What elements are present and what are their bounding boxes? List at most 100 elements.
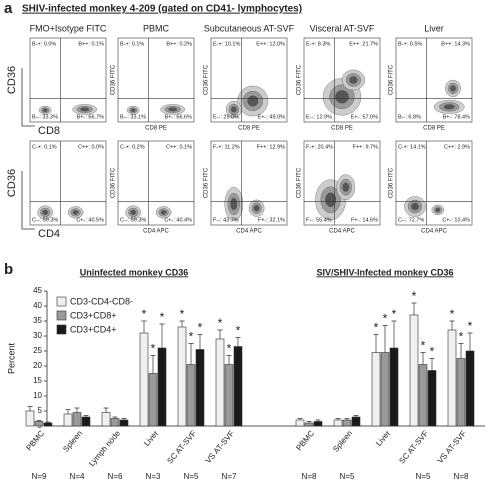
quadrant-label: F--: 55.4% xyxy=(306,217,332,223)
significance-star: * xyxy=(459,330,464,344)
quadrant-label: C--: 72.7% xyxy=(398,217,424,223)
density xyxy=(230,197,238,211)
error-bar xyxy=(179,320,185,327)
bar xyxy=(25,410,35,427)
density xyxy=(72,210,79,215)
column-title: FMO+Isotype FITC xyxy=(30,23,107,33)
quadrant-label: F++: 9.7% xyxy=(353,144,378,150)
quadrant-label: F-+: 20.4% xyxy=(306,144,333,150)
bar xyxy=(456,358,466,427)
density xyxy=(130,108,136,112)
axis-arrow xyxy=(21,68,35,127)
bar xyxy=(101,412,111,427)
error-bar xyxy=(197,334,203,350)
error-bar xyxy=(188,343,194,365)
panel-letter: b xyxy=(4,261,13,278)
column-title: PBMC xyxy=(143,23,170,33)
quadrant-label: C--: 59.3% xyxy=(120,217,146,223)
quadrant-label: B-+: 0.0% xyxy=(32,41,56,47)
column-title: Subcutaneous AT-SVF xyxy=(204,23,295,33)
significance-star: * xyxy=(430,345,435,359)
n-label: N=4 xyxy=(70,472,85,481)
n-label: N=7 xyxy=(222,472,237,481)
axis-label: CD36 FITC xyxy=(111,167,117,198)
legend-swatch xyxy=(56,310,67,321)
axis-label: CD8 PE xyxy=(145,126,167,132)
error-bar xyxy=(467,332,473,351)
error-bar xyxy=(65,409,71,414)
axis-label: CD4 APC xyxy=(236,229,262,235)
n-label: N=6 xyxy=(108,472,123,481)
x-tick-label: SC AT-SVF xyxy=(165,429,198,466)
axis-label: CD36 FITC xyxy=(204,167,210,198)
y-tick-label: 5 xyxy=(38,406,43,415)
axis-label: CD4 APC xyxy=(329,229,355,235)
density xyxy=(42,209,49,215)
error-bar xyxy=(235,337,241,347)
quadrant-label: B-+: 0.1% xyxy=(120,41,144,47)
n-label: N=5 xyxy=(184,472,199,481)
x-tick-label: Spleen xyxy=(61,429,84,454)
axis-label: CD4 APC xyxy=(421,229,447,235)
bar xyxy=(177,326,187,427)
quadrant-label: E++: 21.7% xyxy=(349,41,378,47)
y-tick-label: 20 xyxy=(33,361,42,370)
significance-star: * xyxy=(160,310,165,324)
significance-star: * xyxy=(198,321,203,335)
error-bar xyxy=(217,329,223,339)
quadrant-label: B++: 14.3% xyxy=(441,41,470,47)
axis-label: CD36 FITC xyxy=(389,167,395,198)
axis-label: CD4 xyxy=(38,228,60,240)
quadrant-label: B+-: 66.6% xyxy=(165,114,192,120)
quadrant-label: E-+: 8.3% xyxy=(306,41,330,47)
significance-star: * xyxy=(151,342,156,356)
density xyxy=(160,210,167,215)
x-tick-label: PBMC xyxy=(24,429,46,453)
significance-star: * xyxy=(421,339,426,353)
significance-star: * xyxy=(392,307,397,321)
density xyxy=(130,209,137,215)
error-bar xyxy=(141,320,147,333)
y-axis-label: Percent xyxy=(6,342,16,374)
significance-star: * xyxy=(450,307,455,321)
error-bar xyxy=(27,406,33,411)
quadrant-label: B-+: 0.5% xyxy=(398,41,422,47)
axis-arrow xyxy=(21,171,35,230)
legend-label: CD3+CD8+ xyxy=(70,310,117,320)
quadrant-label: C+-: 40.5% xyxy=(76,217,104,223)
y-tick-label: 25 xyxy=(33,346,42,355)
error-bar xyxy=(297,418,303,420)
quadrant-label: C++: 0.0% xyxy=(78,144,104,150)
bar xyxy=(333,419,343,427)
quadrant-label: E-+: 10.1% xyxy=(213,41,240,47)
axis-label: CD36 xyxy=(6,169,18,197)
error-bar xyxy=(315,419,321,422)
significance-star: * xyxy=(468,319,473,333)
bar xyxy=(313,421,323,427)
bar xyxy=(139,332,149,427)
quadrant-label: B--: 33.3% xyxy=(32,114,58,120)
bar xyxy=(81,416,91,427)
quadrant-label: E+-: 49.0% xyxy=(258,114,285,120)
panel-title: SHIV-infected monkey 4-209 (gated on CD4… xyxy=(22,4,302,15)
error-bar xyxy=(449,320,455,330)
quadrant-label: B++: 0.1% xyxy=(78,41,104,47)
x-tick-label: VS AT-SVF xyxy=(436,429,469,465)
column-title: Visceral AT-SVF xyxy=(310,23,375,33)
n-label: N=8 xyxy=(454,472,469,481)
error-bar xyxy=(83,415,89,417)
quadrant-label: B--: 6.8% xyxy=(398,114,421,120)
error-bar xyxy=(429,358,435,371)
y-tick-label: 40 xyxy=(33,301,42,310)
axis-label: CD36 FITC xyxy=(297,167,303,198)
quadrant-label: C--: 59.3% xyxy=(32,217,58,223)
quadrant-label: C+-: 40.4% xyxy=(164,217,192,223)
density xyxy=(349,76,358,84)
bar xyxy=(418,364,428,427)
error-bar xyxy=(420,352,426,365)
bar xyxy=(224,364,234,427)
y-tick-label: 45 xyxy=(33,286,42,295)
axis-label: CD36 FITC xyxy=(389,64,395,95)
quadrant-label: C++: 2.9% xyxy=(444,144,470,150)
bar xyxy=(43,422,53,427)
